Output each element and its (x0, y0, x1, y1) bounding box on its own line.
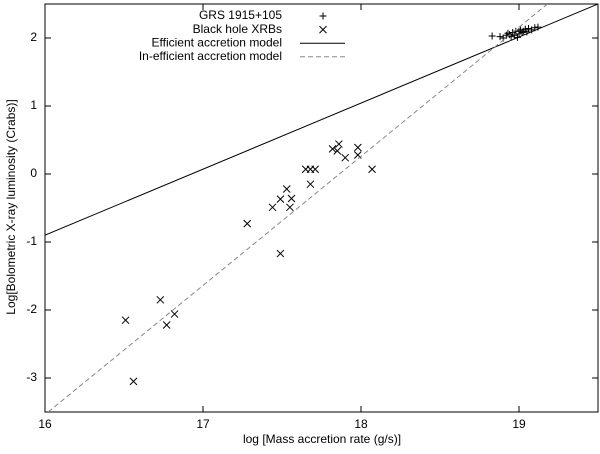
y-tick-label: -2 (26, 302, 37, 316)
x-tick-label: 18 (354, 417, 368, 431)
point (282, 185, 291, 193)
point (353, 143, 362, 152)
point (170, 310, 179, 318)
legend-label: Efficient accretion model (151, 35, 282, 49)
y-axis-label: Log[Bolometric X-ray luminosity (Crabs)] (4, 99, 18, 314)
point (276, 195, 285, 204)
model-line (47, 4, 548, 412)
point (121, 316, 130, 325)
point (306, 180, 315, 189)
point (328, 144, 337, 153)
point (341, 153, 350, 162)
x-tick-label: 19 (512, 417, 526, 431)
point (496, 33, 504, 41)
legend-label: Black hole XRBs (193, 22, 282, 36)
x-tick-label: 16 (38, 417, 52, 431)
y-tick-label: -1 (26, 234, 37, 248)
point (333, 147, 342, 155)
point (507, 33, 515, 41)
point (335, 140, 343, 148)
point (368, 165, 376, 174)
point (504, 29, 512, 37)
point (243, 219, 252, 228)
x-tick-label: 17 (196, 417, 210, 431)
y-tick-label: 1 (30, 98, 37, 112)
x-axis-label: log [Mass accretion rate (g/s)] (243, 432, 401, 446)
plot-frame (44, 3, 599, 413)
point (286, 203, 294, 212)
point (268, 203, 277, 212)
legend-marker (319, 25, 327, 34)
y-tick-label: -3 (26, 370, 37, 384)
point (162, 321, 171, 329)
legend-label: In-efficient accretion model (139, 49, 282, 63)
point (518, 29, 526, 37)
point (311, 165, 320, 174)
point (524, 24, 532, 32)
y-tick-label: 0 (30, 166, 37, 180)
point (276, 249, 285, 258)
legend-label: GRS 1915+105 (199, 8, 282, 22)
y-tick-label: 2 (30, 30, 37, 44)
legend-marker (319, 12, 327, 20)
point (129, 377, 138, 386)
point (156, 295, 165, 304)
point (287, 194, 296, 203)
model-line (45, 4, 598, 236)
point (488, 32, 496, 40)
